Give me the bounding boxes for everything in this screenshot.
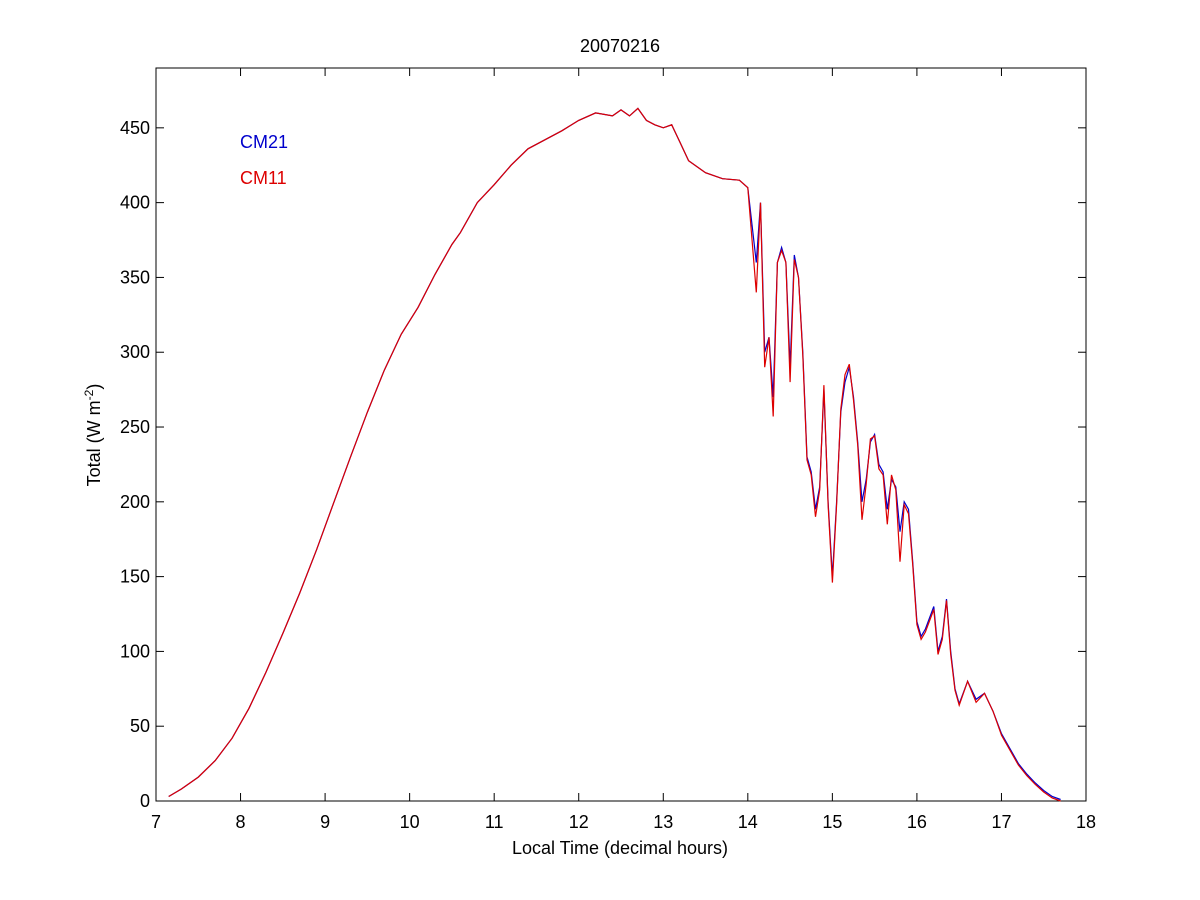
x-axis-ticks: 7 8 9 10 11 12 13 14 15 16 17 18	[151, 68, 1096, 832]
x-tick-label: 13	[653, 812, 673, 832]
y-tick-label: 300	[120, 342, 150, 362]
y-tick-label: 450	[120, 118, 150, 138]
series-line-cm11	[168, 107, 1061, 802]
x-tick-label: 16	[907, 812, 927, 832]
x-axis-label: Local Time (decimal hours)	[512, 838, 728, 858]
x-tick-label: 14	[738, 812, 758, 832]
x-tick-label: 15	[822, 812, 842, 832]
y-axis-label-base: Total (W m	[84, 400, 104, 486]
y-tick-label: 400	[120, 193, 150, 213]
x-tick-label: 10	[400, 812, 420, 832]
x-tick-label: 18	[1076, 812, 1096, 832]
y-tick-label: 250	[120, 417, 150, 437]
series-layer	[168, 107, 1061, 802]
legend-entry-cm21: CM21	[240, 132, 288, 152]
plot-area	[155, 67, 1087, 802]
x-tick-label: 8	[236, 812, 246, 832]
y-tick-label: 0	[140, 791, 150, 811]
y-axis-label-tail: )	[84, 384, 104, 390]
x-tick-label: 11	[485, 812, 504, 832]
y-axis-label-superscript: -2	[82, 389, 96, 400]
legend: CM21 CM11	[240, 132, 288, 188]
y-tick-label: 150	[120, 567, 150, 587]
y-axis-ticks: 0 50 100 150 200 250 300 350 400 450	[120, 118, 1086, 811]
y-axis-label: Total (W m-2)	[82, 384, 104, 487]
y-tick-label: 200	[120, 492, 150, 512]
x-tick-label: 7	[151, 812, 161, 832]
y-tick-label: 350	[120, 267, 150, 287]
x-tick-label: 17	[991, 812, 1011, 832]
x-tick-label: 12	[569, 812, 589, 832]
y-tick-label: 50	[130, 716, 150, 736]
legend-entry-cm11: CM11	[240, 168, 287, 188]
y-tick-label: 100	[120, 641, 150, 661]
chart-title: 20070216	[580, 36, 660, 56]
x-tick-label: 9	[320, 812, 330, 832]
